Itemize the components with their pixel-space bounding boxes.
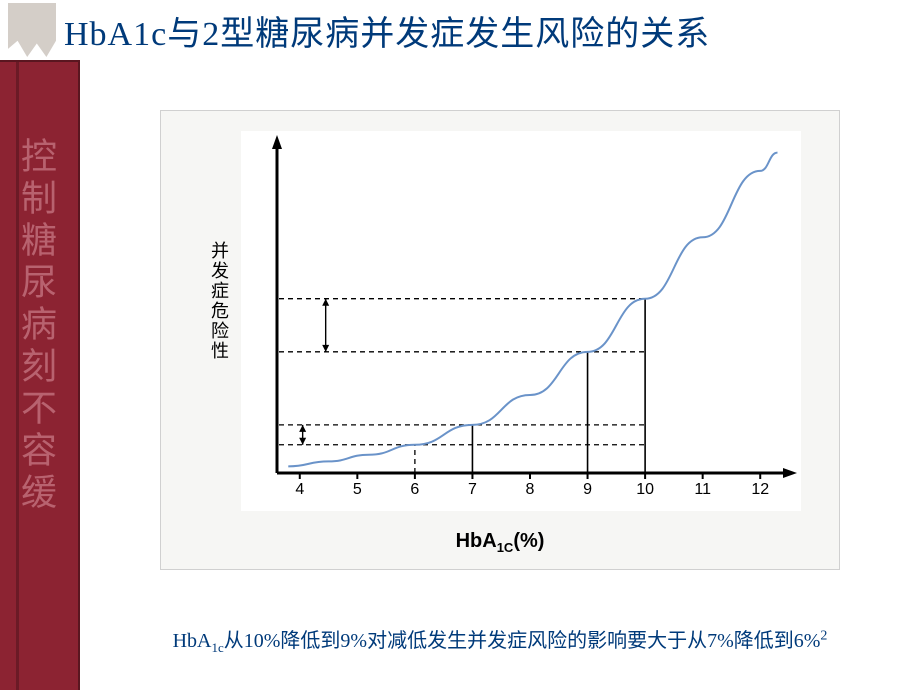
x-tick-label: 11 [694, 481, 711, 499]
x-tick-label: 9 [583, 481, 592, 499]
chart-svg [241, 131, 801, 511]
footnote: HbA1c从10%降低到9%对减低发生并发症风险的影响要大于从7%降低到6%2 [90, 624, 910, 656]
x-axis-label: HbA1C(%) [161, 530, 839, 555]
y-axis-label: 并发症危险性 [206, 241, 232, 361]
x-tick-label: 12 [751, 481, 769, 499]
header-decorative-icon [8, 3, 56, 57]
page-title: HbA1c与2型糖尿病并发症发生风险的关系 [64, 6, 710, 55]
sidebar-vertical-text: 控制糖尿病刻不容缓 [22, 137, 62, 515]
x-tick-label: 8 [526, 481, 535, 499]
content-area: 并发症危险性 4 5 6 7 8 9 10 11 12 HbA1C(%) HbA1c从10%降低… [90, 70, 910, 680]
x-tick-label: 6 [410, 481, 419, 499]
x-tick-label: 4 [295, 481, 304, 499]
x-tick-label: 10 [636, 481, 654, 499]
chart-plot [241, 131, 801, 511]
sidebar: 控制糖尿病刻不容缓 [0, 60, 80, 690]
chart-container: 并发症危险性 4 5 6 7 8 9 10 11 12 HbA1C(%) [160, 110, 840, 570]
x-tick-label: 7 [468, 481, 477, 499]
x-tick-label: 5 [353, 481, 362, 499]
